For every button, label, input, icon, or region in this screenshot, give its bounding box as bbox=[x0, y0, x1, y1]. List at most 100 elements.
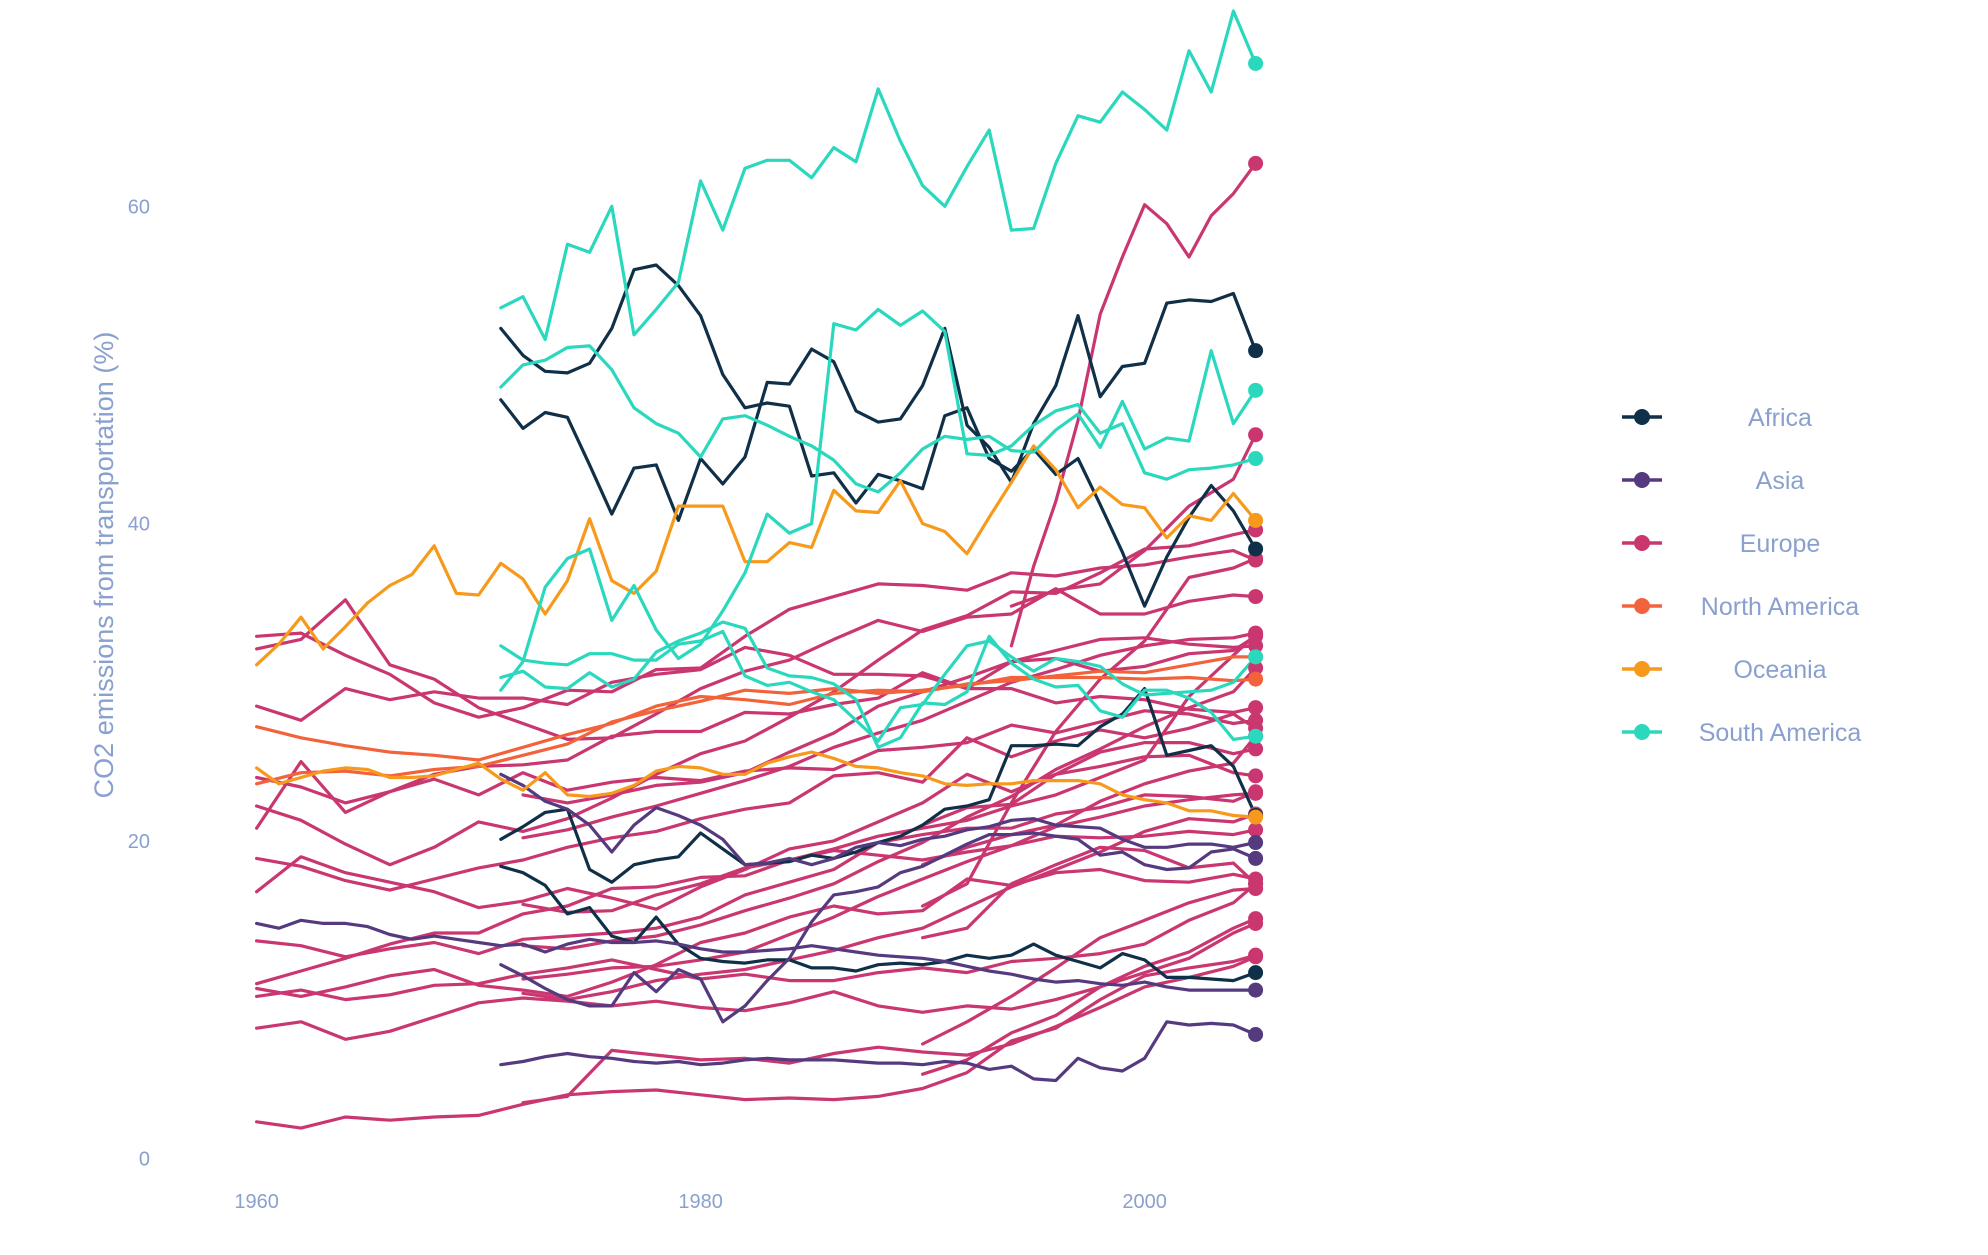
y-tick-label: 20 bbox=[128, 831, 150, 853]
series-line-south-america bbox=[499, 344, 1258, 494]
legend-marker-swatch bbox=[1634, 409, 1650, 425]
series-end-marker bbox=[1248, 809, 1264, 825]
series-end-marker bbox=[1248, 589, 1264, 605]
series-end-marker bbox=[1248, 427, 1264, 443]
series-end-marker bbox=[1248, 638, 1264, 654]
series-line-south-america bbox=[499, 629, 1258, 743]
series-end-marker bbox=[1248, 949, 1264, 965]
series-line-south-america bbox=[499, 620, 1258, 749]
legend-label: Europe bbox=[1740, 530, 1821, 558]
legend-item[interactable]: Africa bbox=[1622, 404, 1812, 432]
y-tick-label: 60 bbox=[128, 196, 150, 218]
series-line-europe bbox=[521, 633, 1258, 914]
y-tick-label: 0 bbox=[139, 1148, 150, 1170]
legend-label: Asia bbox=[1756, 467, 1805, 495]
series-line-europe bbox=[255, 709, 1258, 830]
series-end-marker bbox=[1248, 850, 1264, 866]
series-line-europe bbox=[255, 867, 1258, 999]
series-line-europe bbox=[920, 886, 1258, 1046]
series-end-marker bbox=[1248, 741, 1264, 757]
legend-label: Africa bbox=[1748, 404, 1812, 432]
legend-item[interactable]: Asia bbox=[1622, 467, 1804, 495]
legend-item[interactable]: North America bbox=[1622, 593, 1859, 621]
series-line-asia bbox=[255, 918, 1258, 992]
series-line-africa bbox=[499, 864, 1258, 983]
series-line-europe bbox=[255, 528, 1258, 867]
series-line-north-america bbox=[255, 675, 1258, 786]
series-line-asia bbox=[499, 831, 1258, 1024]
series-line-europe bbox=[920, 734, 1258, 867]
series-line-europe bbox=[521, 812, 1258, 1002]
series-line-europe bbox=[255, 882, 1258, 1002]
series-end-marker bbox=[1248, 660, 1264, 676]
series-line-europe bbox=[255, 828, 1258, 986]
series-end-marker bbox=[1248, 649, 1264, 665]
legend-marker-swatch bbox=[1634, 724, 1650, 740]
series-line-oceania bbox=[255, 750, 1258, 819]
series-end-marker bbox=[1248, 55, 1264, 71]
series-end-marker bbox=[1248, 728, 1264, 744]
series-line-europe bbox=[255, 587, 1258, 742]
series-end-marker bbox=[1248, 1027, 1264, 1043]
series-end-marker bbox=[1248, 785, 1264, 801]
series-line-asia bbox=[499, 1020, 1258, 1083]
legend-label: North America bbox=[1701, 593, 1859, 621]
series-end-marker bbox=[1248, 700, 1264, 716]
series-end-marker bbox=[1248, 712, 1264, 728]
series-end-marker bbox=[1248, 982, 1264, 998]
series-end-marker bbox=[1248, 382, 1264, 398]
series-end-marker bbox=[1248, 541, 1264, 557]
series-end-marker bbox=[1248, 343, 1264, 359]
series-end-marker bbox=[1248, 965, 1264, 981]
series-line-oceania bbox=[255, 444, 1258, 667]
series-line-europe bbox=[255, 790, 1258, 959]
series-end-marker bbox=[1248, 671, 1264, 687]
series-end-markers bbox=[1248, 55, 1264, 1043]
series-line-europe bbox=[255, 953, 1258, 1130]
series-line-europe bbox=[521, 636, 1258, 805]
series-line-asia bbox=[499, 772, 1258, 867]
series-line-europe bbox=[920, 917, 1258, 1076]
y-tick-label: 40 bbox=[128, 514, 150, 536]
series-line-south-america bbox=[499, 307, 1258, 692]
series-end-marker bbox=[1248, 881, 1264, 897]
series-line-europe bbox=[521, 791, 1258, 981]
series-line-south-america bbox=[499, 9, 1258, 342]
legend-label: Oceania bbox=[1733, 656, 1826, 684]
series-line-africa bbox=[499, 263, 1258, 608]
series-line-europe bbox=[255, 712, 1258, 892]
plot-area bbox=[255, 9, 1258, 1130]
series-line-europe bbox=[1009, 433, 1258, 608]
legend-item[interactable]: Europe bbox=[1622, 530, 1820, 558]
series-line-europe bbox=[255, 753, 1258, 911]
series-end-marker bbox=[1248, 625, 1264, 641]
series-line-europe bbox=[521, 631, 1258, 840]
series-line-europe bbox=[521, 955, 1258, 1105]
series-end-marker bbox=[1248, 451, 1264, 467]
y-axis-ticks: 0 20 40 60 bbox=[128, 196, 150, 1170]
legend-item[interactable]: South America bbox=[1622, 719, 1861, 747]
x-axis-ticks: 1960 1980 2000 bbox=[234, 1191, 1167, 1213]
series-end-marker bbox=[1248, 768, 1264, 784]
legend-marker-swatch bbox=[1634, 598, 1650, 614]
legend-item[interactable]: Oceania bbox=[1622, 656, 1827, 684]
x-tick-label: 2000 bbox=[1122, 1191, 1167, 1213]
y-axis-title: CO2 emissions from transportation (%) bbox=[89, 332, 119, 799]
legend-marker-swatch bbox=[1634, 472, 1650, 488]
legend-label: South America bbox=[1699, 719, 1862, 747]
series-line-europe bbox=[920, 845, 1258, 940]
legend: Africa Asia Europe North America Oceania Sout… bbox=[1622, 404, 1861, 747]
series-end-marker bbox=[1248, 512, 1264, 528]
legend-marker-swatch bbox=[1634, 661, 1650, 677]
series-line-europe bbox=[1009, 161, 1258, 648]
series-end-marker bbox=[1248, 835, 1264, 851]
series-end-marker bbox=[1248, 822, 1264, 838]
series-line-africa bbox=[499, 291, 1258, 523]
series-end-marker bbox=[1248, 155, 1264, 171]
series-line-europe bbox=[920, 740, 1258, 827]
x-tick-label: 1960 bbox=[234, 1191, 279, 1213]
legend-marker-swatch bbox=[1634, 535, 1650, 551]
x-tick-label: 1980 bbox=[678, 1191, 723, 1213]
